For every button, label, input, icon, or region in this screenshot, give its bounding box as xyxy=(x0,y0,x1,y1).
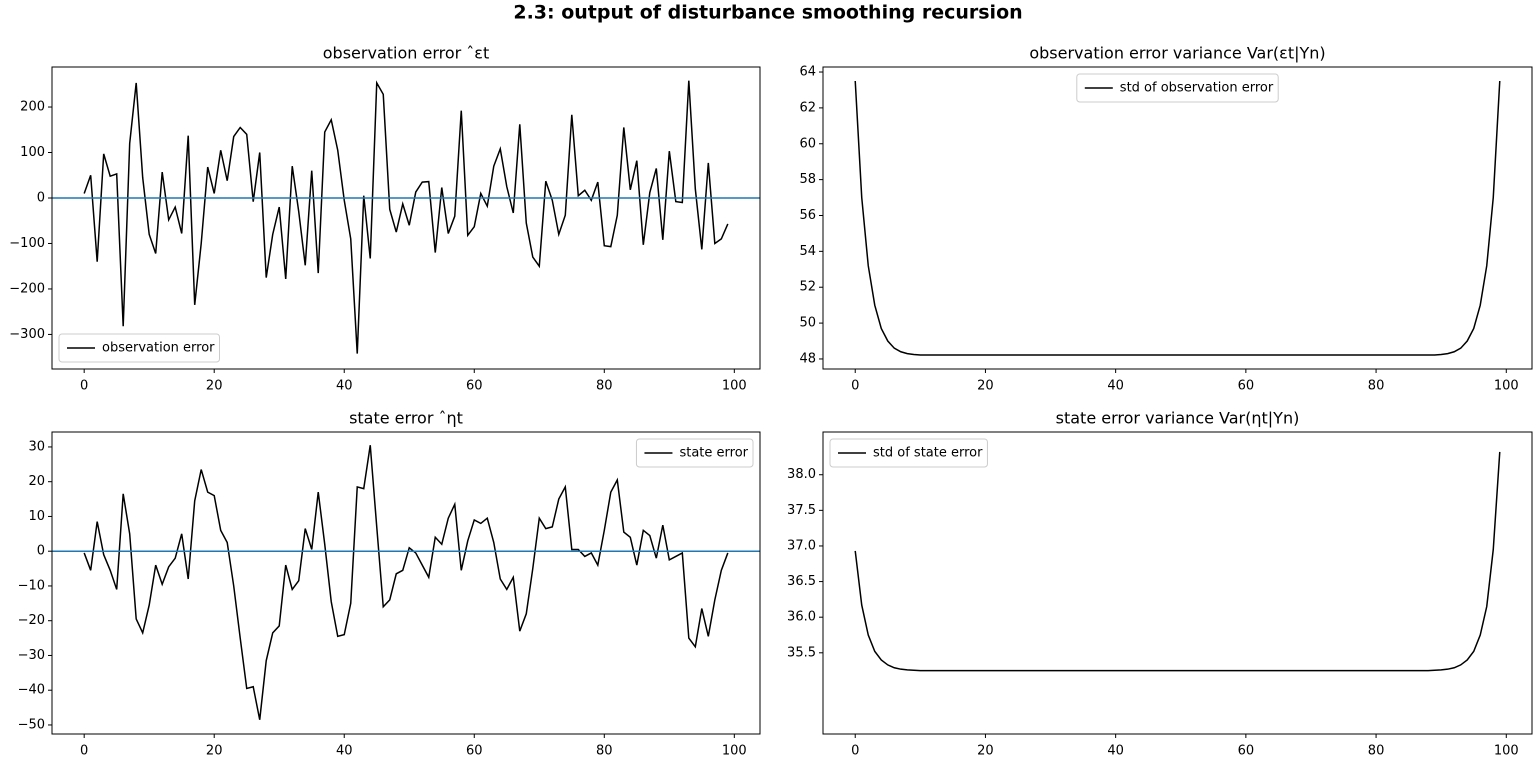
x-tick-label: 20 xyxy=(977,744,994,759)
series-line xyxy=(83,80,729,354)
y-tick-label: 60 xyxy=(799,136,816,151)
x-tick-label: 0 xyxy=(80,744,88,759)
y-tick-label: −10 xyxy=(18,578,45,593)
axes-title: state error variance Var(ηt|Yn) xyxy=(1056,409,1300,428)
legend-label: observation error xyxy=(102,341,215,356)
x-tick-label: 80 xyxy=(596,379,613,394)
series-line xyxy=(83,445,729,720)
axes: 0 20 40 60 80 100 −50 −40 −30 −20 −10 0 10 20 30 state … xyxy=(18,409,761,759)
y-tick-label: 0 xyxy=(37,544,45,559)
series-line xyxy=(854,451,1501,672)
y-tick-label: 36.5 xyxy=(787,574,816,589)
y-tick-label: 62 xyxy=(799,100,816,115)
axes-frame xyxy=(822,431,1533,735)
x-tick-label: 0 xyxy=(851,744,859,759)
y-tick-label: 30 xyxy=(28,439,45,454)
legend-frame xyxy=(829,438,988,468)
legend: state error xyxy=(635,438,754,468)
y-tick-label: 38.0 xyxy=(787,467,816,482)
x-tick-label: 80 xyxy=(1368,744,1385,759)
x-tick-label: 20 xyxy=(977,379,994,394)
y-tick-label: 48 xyxy=(799,351,816,366)
x-tick-label: 0 xyxy=(80,379,88,394)
x-tick-label: 100 xyxy=(1494,379,1519,394)
y-tick-label: 20 xyxy=(28,474,45,489)
axes-title: observation error ˆεt xyxy=(323,44,489,63)
legend-label: state error xyxy=(679,446,748,461)
y-tick-label: 200 xyxy=(20,100,45,115)
legend-label: std of observation error xyxy=(1120,81,1274,96)
x-tick-label: 100 xyxy=(722,379,747,394)
y-tick-label: −30 xyxy=(18,648,45,663)
y-tick-label: −20 xyxy=(18,613,45,628)
x-tick-label: 20 xyxy=(206,379,223,394)
x-tick-label: 60 xyxy=(1238,744,1255,759)
y-tick-label: 56 xyxy=(799,208,816,223)
y-tick-label: −50 xyxy=(18,717,45,732)
legend: observation error xyxy=(58,333,220,363)
x-tick-label: 40 xyxy=(1107,744,1124,759)
x-tick-label: 100 xyxy=(722,744,747,759)
legend-label: std of state error xyxy=(873,446,983,461)
x-tick-label: 60 xyxy=(466,379,483,394)
x-tick-label: 100 xyxy=(1494,744,1519,759)
y-tick-label: −200 xyxy=(9,281,45,296)
series-line xyxy=(854,80,1501,356)
x-tick-label: 0 xyxy=(851,379,859,394)
y-tick-label: 10 xyxy=(28,509,45,524)
x-tick-label: 60 xyxy=(1238,379,1255,394)
axes: 0 20 40 60 80 100 −300 −200 −100 0 100 200 observati… xyxy=(9,44,761,394)
legend-frame xyxy=(1076,73,1279,103)
legend-frame xyxy=(635,438,754,468)
y-tick-label: 52 xyxy=(799,280,816,295)
y-tick-label: −100 xyxy=(9,236,45,251)
axes: 0 20 40 60 80 100 35.5 36.0 36.5 37.0 37.5 38.0 stat… xyxy=(787,409,1533,759)
y-tick-label: 100 xyxy=(20,145,45,160)
figure-title: 2.3: output of disturbance smoothing rec… xyxy=(513,2,1022,24)
y-tick-label: 54 xyxy=(799,244,816,259)
legend: std of observation error xyxy=(1076,73,1279,103)
y-tick-label: 37.0 xyxy=(787,538,816,553)
x-tick-label: 40 xyxy=(336,379,353,394)
x-tick-label: 40 xyxy=(1107,379,1124,394)
axes-frame xyxy=(822,66,1533,370)
y-tick-label: 37.5 xyxy=(787,503,816,518)
y-tick-label: 35.5 xyxy=(787,645,816,660)
legend: std of state error xyxy=(829,438,988,468)
y-tick-label: 64 xyxy=(799,65,816,80)
y-tick-label: −300 xyxy=(9,327,45,342)
x-tick-label: 80 xyxy=(596,744,613,759)
x-tick-label: 40 xyxy=(336,744,353,759)
y-tick-label: 58 xyxy=(799,172,816,187)
axes-title: state error ˆηt xyxy=(349,409,463,428)
legend-frame xyxy=(58,333,220,363)
axes-title: observation error variance Var(εt|Yn) xyxy=(1029,44,1325,63)
y-tick-label: 50 xyxy=(799,316,816,331)
x-tick-label: 20 xyxy=(206,744,223,759)
x-tick-label: 60 xyxy=(466,744,483,759)
y-tick-label: 0 xyxy=(37,190,45,205)
y-tick-label: −40 xyxy=(18,683,45,698)
x-tick-label: 80 xyxy=(1368,379,1385,394)
y-tick-label: 36.0 xyxy=(787,610,816,625)
axes-frame xyxy=(51,66,761,370)
axes-frame xyxy=(51,431,761,735)
axes: 0 20 40 60 80 100 48 50 52 54 56 58 60 62 64 observatio… xyxy=(799,44,1533,394)
